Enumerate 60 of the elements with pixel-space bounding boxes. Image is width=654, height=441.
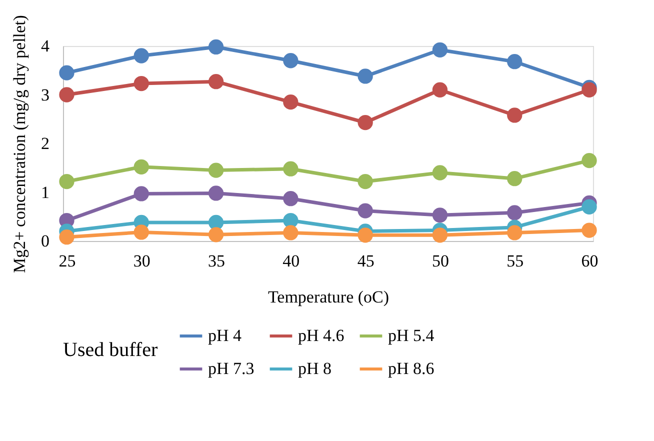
point xyxy=(507,108,522,123)
point xyxy=(283,161,298,176)
x-tick-label: 50 xyxy=(432,252,449,270)
point xyxy=(283,94,298,110)
y-tick-label: 0 xyxy=(41,232,50,250)
point xyxy=(134,48,149,64)
point xyxy=(59,174,74,190)
x-tick-label: 45 xyxy=(357,252,374,270)
point xyxy=(134,224,149,240)
point xyxy=(358,203,373,218)
point xyxy=(208,39,224,55)
point xyxy=(59,87,74,102)
x-tick-label: 40 xyxy=(282,252,300,270)
point xyxy=(283,53,298,68)
y-tick-label: 3 xyxy=(41,85,50,104)
point xyxy=(358,114,373,130)
x-tick-label: 55 xyxy=(506,252,524,270)
legend-label: pH 8.6 xyxy=(388,359,434,378)
point xyxy=(208,186,224,201)
point xyxy=(134,76,149,92)
point xyxy=(59,230,74,245)
point xyxy=(507,225,522,240)
legend-label: pH 5.4 xyxy=(388,326,435,345)
y-axis-title: Mg2+ concentration (mg/g dry pellet) xyxy=(10,15,29,273)
y-tick-label: 2 xyxy=(41,134,50,153)
point xyxy=(208,214,224,230)
point xyxy=(208,162,224,178)
point xyxy=(582,222,597,238)
point xyxy=(582,152,597,168)
legend-label: pH 8 xyxy=(298,359,332,378)
point xyxy=(582,199,597,214)
legend-label: pH 7.3 xyxy=(208,359,254,378)
legend-label: pH 4 xyxy=(208,326,242,345)
point xyxy=(432,165,448,180)
x-axis-title: Temperature (oC) xyxy=(268,288,390,306)
point xyxy=(59,65,74,80)
legend-title: Used buffer xyxy=(63,339,158,361)
point xyxy=(134,159,149,174)
point xyxy=(283,225,298,240)
x-tick-label: 35 xyxy=(208,252,226,270)
point xyxy=(432,42,448,58)
point xyxy=(507,54,522,70)
point xyxy=(283,191,298,206)
point xyxy=(208,74,224,90)
point xyxy=(358,174,373,190)
point xyxy=(432,208,448,223)
x-tick-label: 25 xyxy=(58,252,76,270)
point xyxy=(507,205,522,220)
y-tick-label: 1 xyxy=(41,182,50,202)
point xyxy=(432,82,448,98)
x-tick-label: 60 xyxy=(581,252,598,270)
point xyxy=(432,228,448,243)
y-tick-label: 4 xyxy=(41,36,50,56)
point xyxy=(208,227,224,242)
point xyxy=(358,228,373,243)
legend-label: pH 4.6 xyxy=(298,326,344,345)
point xyxy=(358,68,373,84)
x-tick-label: 30 xyxy=(133,252,150,270)
point xyxy=(507,171,522,186)
point xyxy=(134,186,149,202)
